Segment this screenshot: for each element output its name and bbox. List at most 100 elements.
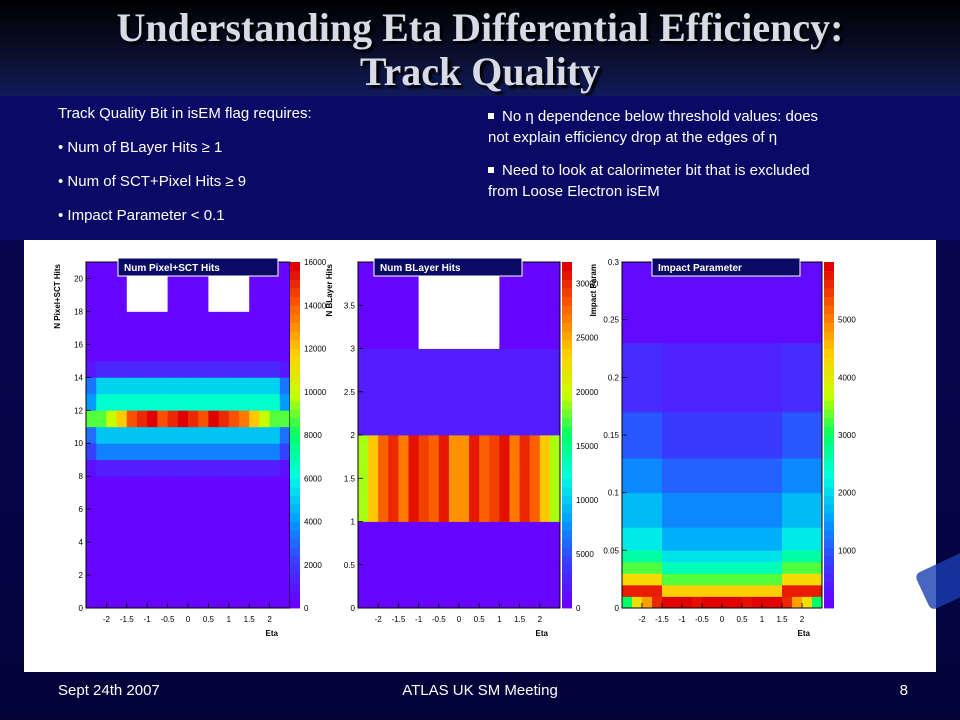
heatmap-cell xyxy=(249,492,260,510)
note-line: • Impact Parameter < 0.1 xyxy=(58,207,225,224)
heatmap-cell xyxy=(167,542,179,559)
heatmap-cell xyxy=(499,564,510,609)
heatmap-cell xyxy=(722,319,733,332)
heatmap-cell xyxy=(712,435,723,447)
heatmap-cell xyxy=(742,377,753,390)
heatmap-cell xyxy=(126,410,138,428)
observation-text: Need to look at calorimeter bit that is … xyxy=(488,162,810,200)
colorbar-segment xyxy=(562,313,572,323)
heatmap-cell xyxy=(762,331,773,344)
heatmap-cell xyxy=(692,527,703,540)
heatmap-cell xyxy=(692,308,703,321)
heatmap-cell xyxy=(792,538,803,551)
heatmap-cell xyxy=(188,278,199,296)
heatmap-cell xyxy=(239,377,250,395)
histogram-title-box xyxy=(651,257,801,277)
heatmap-cell xyxy=(672,504,683,517)
heatmap-cell xyxy=(792,285,803,297)
heatmap-cell xyxy=(279,542,291,559)
heatmap-cell xyxy=(812,538,823,551)
heatmap-cell xyxy=(722,400,733,413)
heatmap-cell xyxy=(762,273,773,286)
heatmap-cell xyxy=(712,458,723,470)
colorbar-segment xyxy=(290,582,300,592)
colorbar-segment xyxy=(562,443,572,453)
heatmap-cell xyxy=(672,435,683,447)
colorbar-segment xyxy=(290,313,300,323)
heatmap-cell xyxy=(802,435,813,447)
heatmap-cell xyxy=(662,504,673,517)
heatmap-cell xyxy=(479,521,490,566)
heatmap-cell xyxy=(792,435,803,447)
heatmap-cell xyxy=(662,400,673,413)
heatmap-cell xyxy=(198,426,209,444)
heatmap-cell xyxy=(742,400,753,413)
heatmap-cell xyxy=(126,278,138,296)
heatmap-cell xyxy=(792,584,803,597)
heatmap-cell xyxy=(137,278,148,296)
heatmap-cell xyxy=(652,573,663,586)
heatmap-cell xyxy=(269,294,281,312)
heatmap-cell xyxy=(722,515,733,528)
heatmap-cell xyxy=(279,492,291,510)
heatmap-cell xyxy=(642,527,653,540)
heatmap-cell xyxy=(188,344,199,362)
heatmap-cell xyxy=(702,584,713,597)
heatmap-cell xyxy=(269,476,281,494)
y-tick-label: 8 xyxy=(79,472,84,481)
heatmap-cell xyxy=(368,262,379,306)
heatmap-cell xyxy=(137,410,148,428)
heatmap-cell xyxy=(632,285,643,297)
colorbar-segment xyxy=(824,469,834,479)
heatmap-cell xyxy=(722,365,733,378)
colorbar-segment xyxy=(562,391,572,401)
heatmap-cell xyxy=(802,550,813,563)
heatmap-cell xyxy=(702,365,713,378)
heatmap-cell xyxy=(137,575,148,592)
heatmap-cell xyxy=(147,542,158,559)
heatmap-cell xyxy=(782,411,793,424)
heatmap-cell xyxy=(732,458,743,470)
heatmap-cell xyxy=(157,410,168,428)
heatmap-cell xyxy=(802,285,813,297)
heatmap-cell xyxy=(106,344,117,362)
heatmap-cell xyxy=(198,410,209,428)
heatmap-cell xyxy=(279,377,291,395)
heatmap-cell xyxy=(802,492,813,505)
heatmap-cell xyxy=(682,377,693,390)
heatmap-cell xyxy=(106,262,117,279)
heatmap-cell xyxy=(157,360,168,378)
heatmap-cell xyxy=(116,278,128,296)
heatmap-cell xyxy=(96,410,107,428)
heatmap-cell xyxy=(177,542,189,559)
heatmap-cell xyxy=(188,311,199,329)
heatmap-cell xyxy=(198,311,209,329)
heatmap-cell xyxy=(652,308,663,321)
heatmap-cell xyxy=(632,596,643,609)
heatmap-cell xyxy=(539,262,551,306)
colorbar-tick-label: 20000 xyxy=(576,388,599,397)
title-line-1: Understanding Eta Differential Efficienc… xyxy=(116,5,844,50)
heatmap-cell xyxy=(652,492,663,505)
heatmap-cell xyxy=(509,262,520,306)
heatmap-cell xyxy=(239,426,250,444)
heatmap-cell xyxy=(269,459,281,477)
heatmap-cell xyxy=(368,435,379,479)
heatmap-cell xyxy=(378,478,389,522)
heatmap-cell xyxy=(408,435,419,479)
heatmap-cell xyxy=(752,435,763,447)
heatmap-cell xyxy=(782,354,793,367)
heatmap-cell xyxy=(198,558,209,576)
colorbar-segment xyxy=(562,305,572,315)
heatmap-cell xyxy=(218,360,230,378)
heatmap-cell xyxy=(772,458,783,470)
heatmap-cell xyxy=(812,561,823,574)
heatmap-cell xyxy=(188,575,199,592)
heatmap-cell xyxy=(642,342,653,355)
heatmap-cell xyxy=(682,596,693,609)
heatmap-cell xyxy=(732,273,743,286)
heatmap-cell xyxy=(137,426,148,444)
heatmap-cell xyxy=(249,311,260,329)
heatmap-cell xyxy=(96,327,107,345)
heatmap-cell xyxy=(752,561,763,574)
